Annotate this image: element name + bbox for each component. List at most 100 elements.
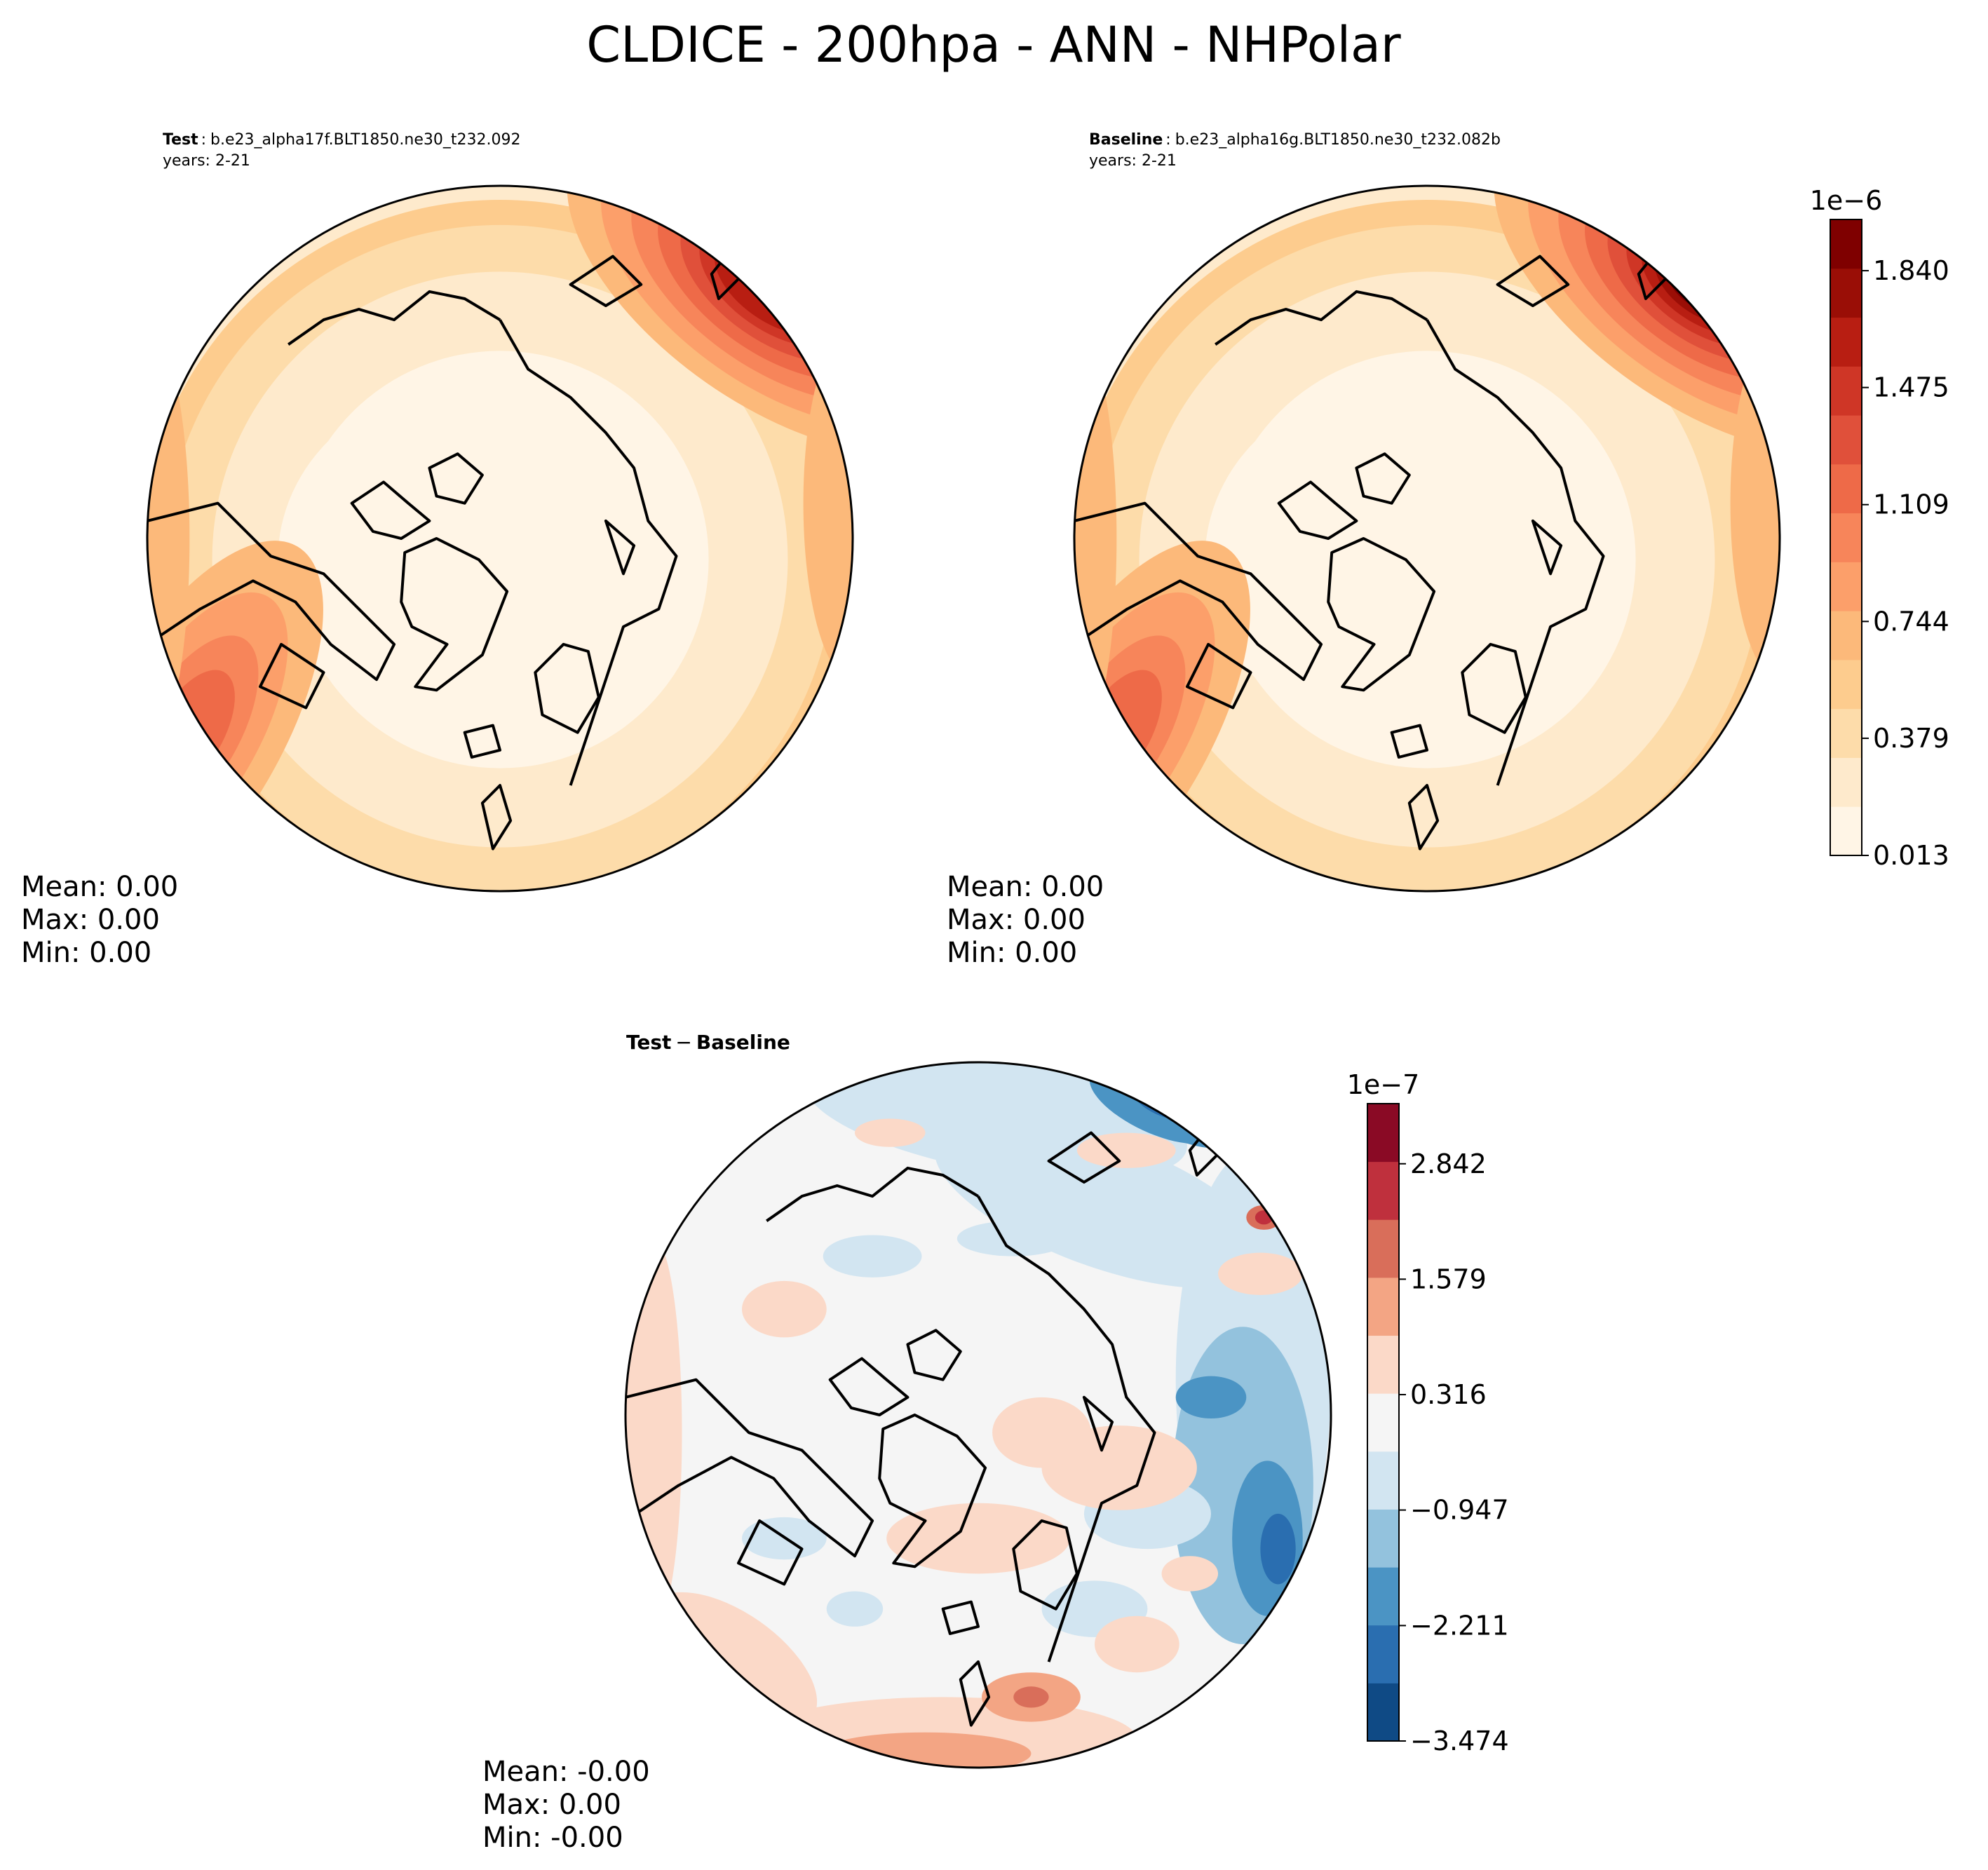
colorbar-tick-label: −3.474 [1410, 1726, 1509, 1756]
diff-field-patch [823, 1235, 922, 1278]
diff-field-patch [886, 1503, 1070, 1574]
coastline [1407, 784, 1440, 851]
colorbar-segment [1830, 611, 1862, 660]
baseline-max: Max: 0.00 [947, 904, 1086, 936]
field-band [1205, 383, 1593, 736]
colorbar-segment [1830, 219, 1862, 269]
baseline-years: years: 2-21 [1089, 152, 1177, 170]
colorbar-segment [1367, 1451, 1399, 1510]
test-mean: Mean: 0.00 [21, 871, 178, 903]
diff-panel-heading: Test − Baseline [626, 1031, 790, 1054]
colorbar-segment [1830, 806, 1862, 856]
colorbar-frame [1830, 219, 1862, 856]
diff-label-test: Test [626, 1031, 671, 1054]
figure-title: CLDICE - 200hpa - ANN - NHPolar [586, 16, 1401, 74]
colorbar-segment [1367, 1393, 1399, 1452]
coastline [147, 501, 396, 682]
diff-field-patch [1076, 1132, 1176, 1168]
colorbar-tick-label: 1.579 [1410, 1263, 1487, 1294]
coastline [480, 784, 513, 851]
coastline [428, 452, 484, 505]
colorbar-segment [1367, 1277, 1399, 1336]
colorbar-segment [1367, 1161, 1399, 1220]
colorbar-segment [1830, 757, 1862, 807]
coastline [1461, 642, 1527, 734]
coastline [1186, 642, 1252, 710]
colorbar-tick-label: 1.109 [1873, 489, 1949, 520]
coastline [878, 1414, 987, 1569]
coastline [1277, 480, 1358, 540]
colorbar-segment [1830, 463, 1862, 514]
baseline-label: Baseline [1089, 131, 1163, 149]
colorbar-exponent: 1e−7 [1347, 1069, 1420, 1100]
diff-field-patch [1218, 1252, 1303, 1295]
colorbar-segment [1367, 1625, 1399, 1683]
diff-map-rim [624, 1061, 1332, 1769]
panel-difference: Test − Baseline Mean: -0.00 Max: 0.00 Min:… [482, 1031, 1332, 1854]
coastline [499, 319, 678, 786]
colorbar-tick-label: 0.744 [1873, 606, 1949, 637]
coastline [828, 1357, 910, 1416]
coastline [1390, 724, 1428, 759]
coastline [1496, 255, 1570, 307]
colorbar-tick-label: 2.842 [1410, 1149, 1487, 1179]
field-band [1730, 327, 1780, 680]
diff-field-patch [741, 1280, 827, 1338]
diff-min: Min: -0.00 [482, 1822, 623, 1854]
colorbar-segment [1367, 1509, 1399, 1568]
colorbar-segment [1367, 1683, 1399, 1742]
coastline [1531, 519, 1563, 576]
diff-field-patch [626, 1238, 682, 1627]
colorbar-segment [1830, 659, 1862, 710]
coastline [1327, 537, 1436, 692]
field-band [803, 327, 853, 680]
field-band [147, 327, 190, 750]
baseline-case-name: b.e23_alpha16g.BLT1850.ne30_t232.082b [1175, 131, 1501, 149]
diff-field-patch [934, 1118, 1269, 1289]
colorbar-tick-label: −0.947 [1410, 1495, 1509, 1526]
coastline [259, 642, 325, 710]
colorbar-segment [1830, 415, 1862, 465]
colorbar-segment [1367, 1219, 1399, 1278]
diff-field-patch [854, 1118, 926, 1147]
colorbar-tick-label: 1.840 [1873, 255, 1949, 286]
colorbar-tick-label: 0.379 [1873, 723, 1949, 754]
colorbar-segment [1367, 1335, 1399, 1394]
diff-field-patch [819, 1732, 1032, 1768]
colorbar-tick-label: 0.316 [1410, 1379, 1487, 1410]
colorbar-tick-label: 0.013 [1873, 840, 1949, 871]
diff-field-patch [1094, 1615, 1179, 1673]
test-min: Min: 0.00 [21, 937, 151, 969]
test-panel-heading: Test: b.e23_alpha17f.BLT1850.ne30_t232.09… [163, 131, 520, 149]
coastline [1074, 501, 1323, 682]
diff-max: Max: 0.00 [482, 1789, 621, 1821]
coastline [400, 537, 509, 692]
diff-map [626, 1062, 1331, 1768]
colorbar-tick-label: 1.475 [1873, 372, 1949, 403]
test-label: Test [163, 131, 198, 149]
baseline-min: Min: 0.00 [947, 937, 1077, 969]
diff-field-patch [1161, 1556, 1219, 1592]
colorbar-segment [1830, 708, 1862, 758]
diff-field-patch [826, 1591, 884, 1627]
colorbar-segment [1367, 1104, 1399, 1163]
coastline [1215, 290, 1428, 346]
coastline [1426, 319, 1605, 786]
coastline [626, 1378, 874, 1558]
test-max: Max: 0.00 [21, 904, 160, 936]
test-case-name: b.e23_alpha17f.BLT1850.ne30_t232.092 [210, 131, 520, 149]
diff-field-patch [1175, 1376, 1247, 1419]
diff-field-patch [956, 1221, 1070, 1256]
colorbar-segment [1367, 1567, 1399, 1626]
coastline [1082, 1395, 1114, 1452]
diff-label-minus: − [675, 1031, 691, 1054]
coastline [1355, 452, 1411, 505]
baseline-label-sep: : [1165, 131, 1170, 149]
test-map-rim [146, 184, 854, 893]
colorbar-diff: −3.474 −2.211 −0.947 0.316 1.579 2.842 1e−7 [1347, 1069, 1509, 1756]
colorbar-segment [1830, 366, 1862, 416]
coastline [604, 519, 636, 576]
test-label-sep: : [201, 131, 206, 149]
diff-field-patch [1013, 1686, 1049, 1708]
